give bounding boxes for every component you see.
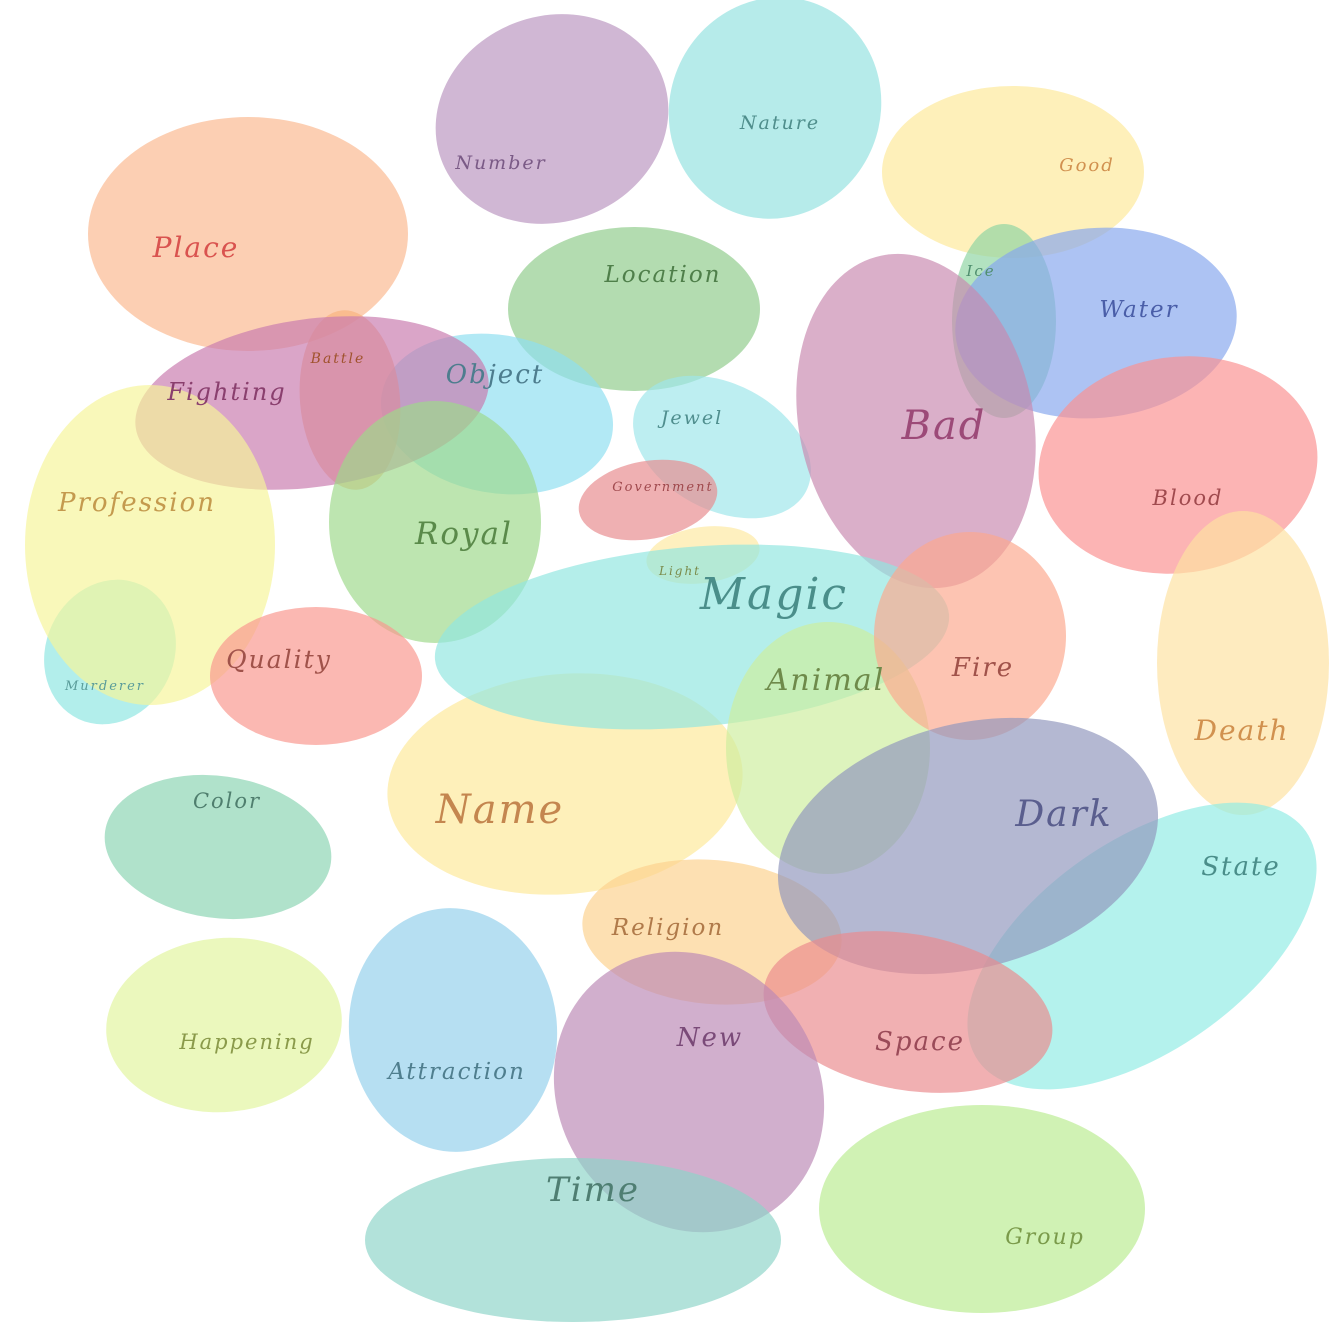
bubble-label-group: Group xyxy=(1005,1225,1085,1250)
bubble-label-magic: Magic xyxy=(699,569,848,620)
bubble-happening xyxy=(106,937,342,1113)
bubble-label-bad: Bad xyxy=(901,403,987,449)
bubble-label-light: Light xyxy=(658,564,701,578)
bubble-dark xyxy=(777,717,1159,975)
bubble-group xyxy=(819,1105,1145,1313)
bubble-label-attraction: Attraction xyxy=(386,1059,526,1085)
bubble-label-good: Good xyxy=(1059,155,1115,176)
bubble-time xyxy=(365,1158,781,1322)
bubble-location xyxy=(508,227,760,391)
bubble-label-water: Water xyxy=(1099,297,1178,323)
bubble-nature xyxy=(668,0,882,219)
bubble-label-nature: Nature xyxy=(739,112,820,134)
bubble-label-number: Number xyxy=(454,152,546,174)
bubble-label-place: Place xyxy=(152,231,240,264)
bubble-profession xyxy=(25,385,275,705)
bubble-label-state: State xyxy=(1201,852,1281,882)
bubble-layer xyxy=(25,0,1329,1322)
bubble-label-animal: Animal xyxy=(764,663,886,698)
bubble-fire xyxy=(874,532,1066,740)
bubble-label-space: Space xyxy=(875,1027,965,1057)
bubble-label-happening: Happening xyxy=(178,1030,314,1054)
bubble-royal xyxy=(329,401,541,643)
bubble-state xyxy=(967,802,1317,1090)
bubble-label-religion: Religion xyxy=(611,915,724,941)
bubble-number xyxy=(435,14,669,224)
bubble-label-name: Name xyxy=(435,787,564,833)
bubble-bad xyxy=(796,253,1036,589)
bubble-label-object: Object xyxy=(446,360,544,390)
bubble-label-battle: Battle xyxy=(310,351,366,367)
bubble-space xyxy=(763,931,1053,1093)
bubble-label-profession: Profession xyxy=(57,488,216,518)
bubble-label-royal: Royal xyxy=(414,516,513,552)
bubble-label-color: Color xyxy=(193,789,261,813)
bubble-label-death: Death xyxy=(1194,714,1290,747)
bubble-government xyxy=(578,459,718,541)
bubble-good xyxy=(882,86,1144,258)
bubble-color xyxy=(104,774,332,920)
bubble-label-time: Time xyxy=(546,1170,640,1210)
bubble-label-new: New xyxy=(676,1023,743,1053)
bubble-label-government: Government xyxy=(612,480,713,495)
bubble-label-murderer: Murderer xyxy=(64,679,145,694)
bubble-label-quality: Quality xyxy=(226,645,332,674)
bubble-label-fire: Fire xyxy=(951,653,1014,683)
bubble-label-blood: Blood xyxy=(1152,486,1224,510)
bubble-label-fighting: Fighting xyxy=(166,378,286,406)
bubble-label-dark: Dark xyxy=(1014,794,1112,835)
label-layer: Murderer Place Number Nature Good Location Obj… xyxy=(57,112,1290,1250)
bubble-death xyxy=(1157,511,1329,815)
bubble-quality xyxy=(210,607,422,745)
bubble-label-location: Location xyxy=(604,262,722,288)
bubble-attraction xyxy=(348,908,558,1152)
bubble-label-ice: Ice xyxy=(965,262,995,280)
bubble-place xyxy=(88,117,408,351)
bubble-label-jewel: Jewel xyxy=(657,407,723,429)
